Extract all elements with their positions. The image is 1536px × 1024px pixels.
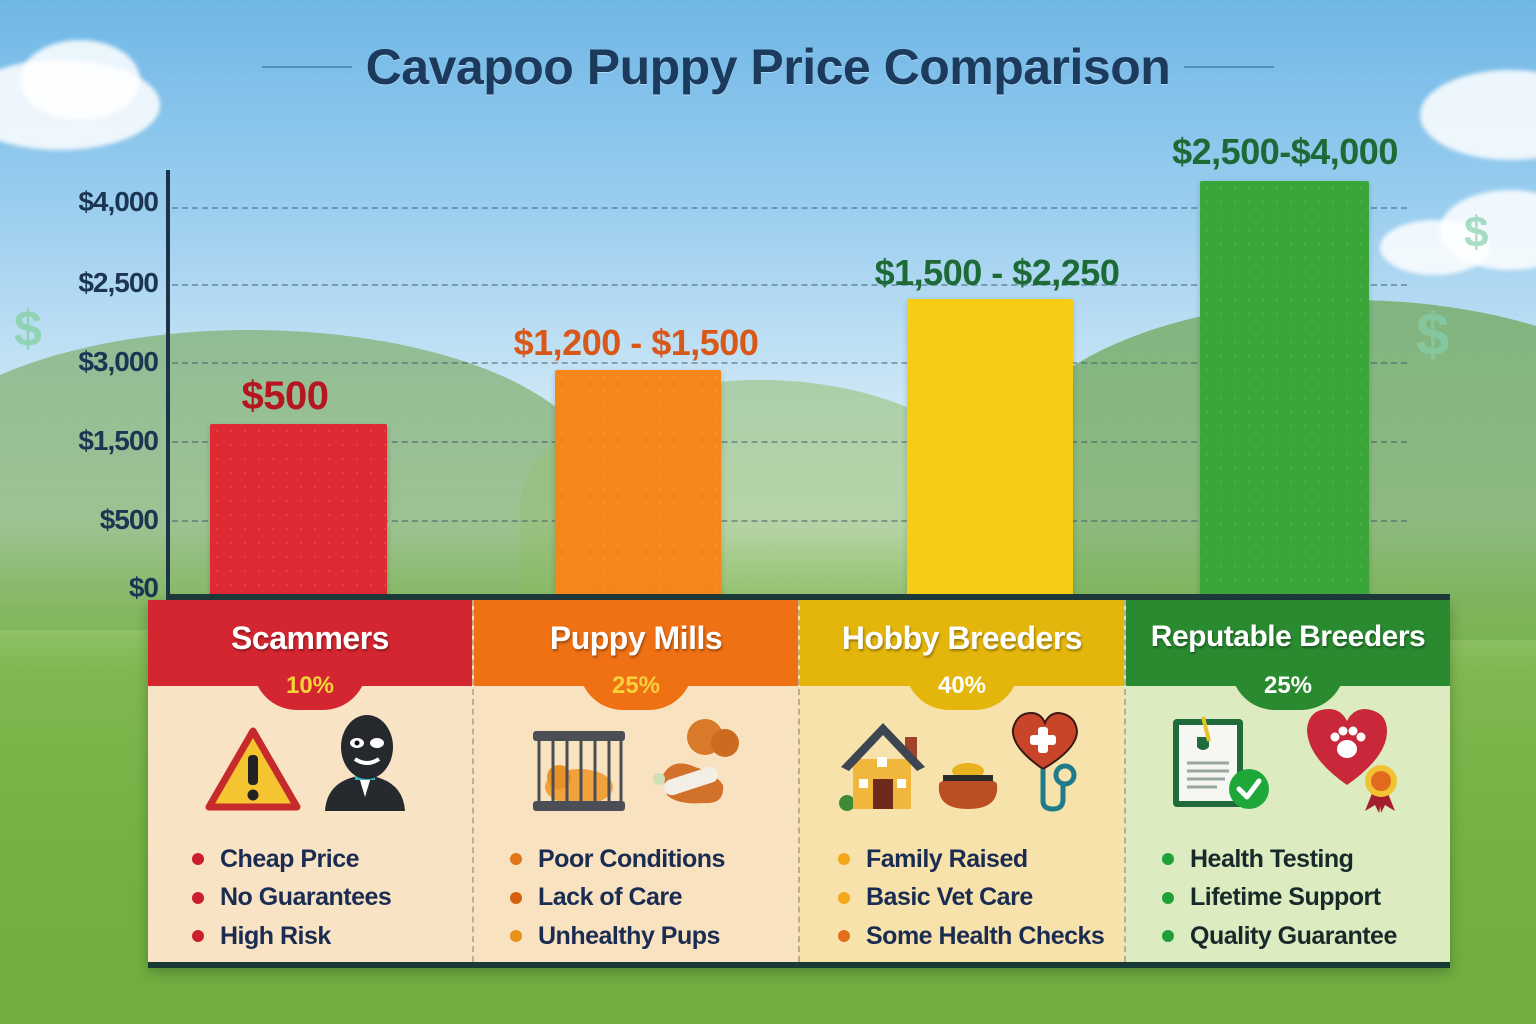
feature-item: Unhealthy Pups	[510, 917, 725, 956]
feature-item: Lifetime Support	[1162, 879, 1397, 918]
bar-hobby-breeders	[907, 299, 1073, 596]
gridline	[172, 362, 1407, 364]
gridline	[172, 207, 1407, 209]
bullet-dot	[838, 853, 850, 866]
feature-item: Quality Guarantee	[1162, 917, 1397, 956]
bar-value-label: $1,200 - $1,500	[513, 322, 759, 363]
icon-row	[148, 715, 472, 818]
feature-item: Some Health Checks	[838, 917, 1105, 956]
dog-bone-toy-icon	[643, 713, 743, 818]
panel-puppy-mills: Puppy Mills 25% Poor Conditions Lack of …	[472, 600, 798, 962]
panel-body: Poor Conditions Lack of Care Unhealthy P…	[474, 686, 798, 962]
bullet-dot	[1162, 930, 1174, 943]
dollar-sign-icon: $	[14, 301, 42, 357]
feature-item: No Guarantees	[192, 879, 392, 918]
title-rule-left	[261, 66, 352, 68]
feature-list: Cheap Price No Guarantees High Risk	[192, 840, 392, 956]
panel-scammers: Scammers 10% Cheap Price No Guarantees H…	[148, 600, 472, 962]
feature-item: Basic Vet Care	[838, 879, 1104, 918]
category-name: Reputable Breeders	[1150, 620, 1426, 653]
panel-reputable-breeders: Reputable Breeders 25% Health Testing Li…	[1124, 600, 1450, 962]
dollar-sign-icon: $	[1416, 301, 1450, 368]
bullet-dot	[510, 891, 522, 904]
icon-row	[800, 711, 1124, 818]
y-tick-label: $500	[99, 504, 159, 535]
feature-list: Health Testing Lifetime Support Quality …	[1162, 840, 1397, 956]
house-icon	[837, 717, 929, 818]
heart-paw-award-icon	[1303, 703, 1407, 818]
panel-header: Hobby Breeders	[800, 600, 1124, 686]
bar-value-label: $500	[241, 374, 329, 418]
bullet-dot	[510, 930, 522, 943]
bullet-dot	[838, 891, 850, 904]
warning-icon	[205, 725, 301, 818]
category-name: Hobby Breeders	[841, 620, 1083, 656]
feature-list: Family Raised Basic Vet Care Some Health…	[838, 840, 1105, 956]
bar-puppy-mills	[555, 370, 721, 596]
cloud	[1380, 220, 1490, 275]
panel-hobby-breeders: Hobby Breeders 40% Family Raised Basic V…	[798, 600, 1124, 962]
title-rule-right	[1184, 66, 1275, 68]
title-bar: Cavapoo Puppy Price Comparison	[0, 22, 1536, 112]
bullet-dot	[192, 891, 204, 904]
category-panels: Scammers 10% Cheap Price No Guarantees H…	[148, 600, 1450, 968]
gridline	[172, 441, 1407, 443]
masked-scammer-icon	[315, 713, 415, 818]
y-tick-label: $3,000	[78, 346, 159, 377]
bullet-dot	[1162, 853, 1174, 866]
bar-reputable-breeders	[1200, 181, 1369, 596]
bullet-dot	[192, 853, 204, 866]
bullet-dot	[510, 853, 522, 866]
chart-title: Cavapoo Puppy Price Comparison	[365, 39, 1171, 95]
bullet-dot	[192, 930, 204, 943]
panel-header: Reputable Breeders	[1126, 600, 1450, 686]
y-tick-label: $4,000	[78, 186, 159, 217]
feature-item: Poor Conditions	[510, 840, 725, 879]
bar-value-label: $1,500 - $2,250	[874, 252, 1120, 293]
category-name: Scammers	[231, 620, 389, 656]
panel-body: Health Testing Lifetime Support Quality …	[1126, 686, 1450, 962]
feature-list: Poor Conditions Lack of Care Unhealthy P…	[510, 840, 725, 956]
feature-item: Health Testing	[1162, 840, 1397, 879]
y-axis-line	[166, 170, 170, 600]
health-certificate-icon	[1169, 713, 1273, 818]
bar-scammers	[210, 424, 387, 596]
panel-body: Family Raised Basic Vet Care Some Health…	[800, 686, 1124, 962]
gridline	[172, 520, 1407, 522]
caged-puppy-icon	[529, 727, 629, 818]
x-axis-baseline	[166, 594, 1450, 600]
panel-body: Cheap Price No Guarantees High Risk	[148, 686, 472, 962]
bullet-dot	[838, 930, 850, 943]
dollar-sign-icon: $	[1464, 208, 1489, 257]
category-name: Puppy Mills	[549, 620, 723, 656]
cloud	[20, 40, 140, 120]
icon-row	[474, 718, 798, 818]
feature-item: Cheap Price	[192, 840, 391, 879]
gridline	[172, 284, 1407, 286]
feature-item: High Risk	[192, 917, 391, 956]
bullet-dot	[1162, 891, 1174, 904]
y-tick-label: $0	[128, 572, 159, 603]
feature-item: Family Raised	[838, 840, 1104, 879]
y-tick-label: $2,500	[78, 267, 159, 298]
heart-stethoscope-icon	[1007, 709, 1087, 818]
icon-row	[1126, 709, 1450, 818]
food-bowl-icon	[935, 761, 1001, 818]
bar-value-label: $2,500-$4,000	[1172, 131, 1398, 172]
feature-item: Lack of Care	[510, 879, 725, 918]
y-tick-label: $1,500	[78, 425, 159, 456]
